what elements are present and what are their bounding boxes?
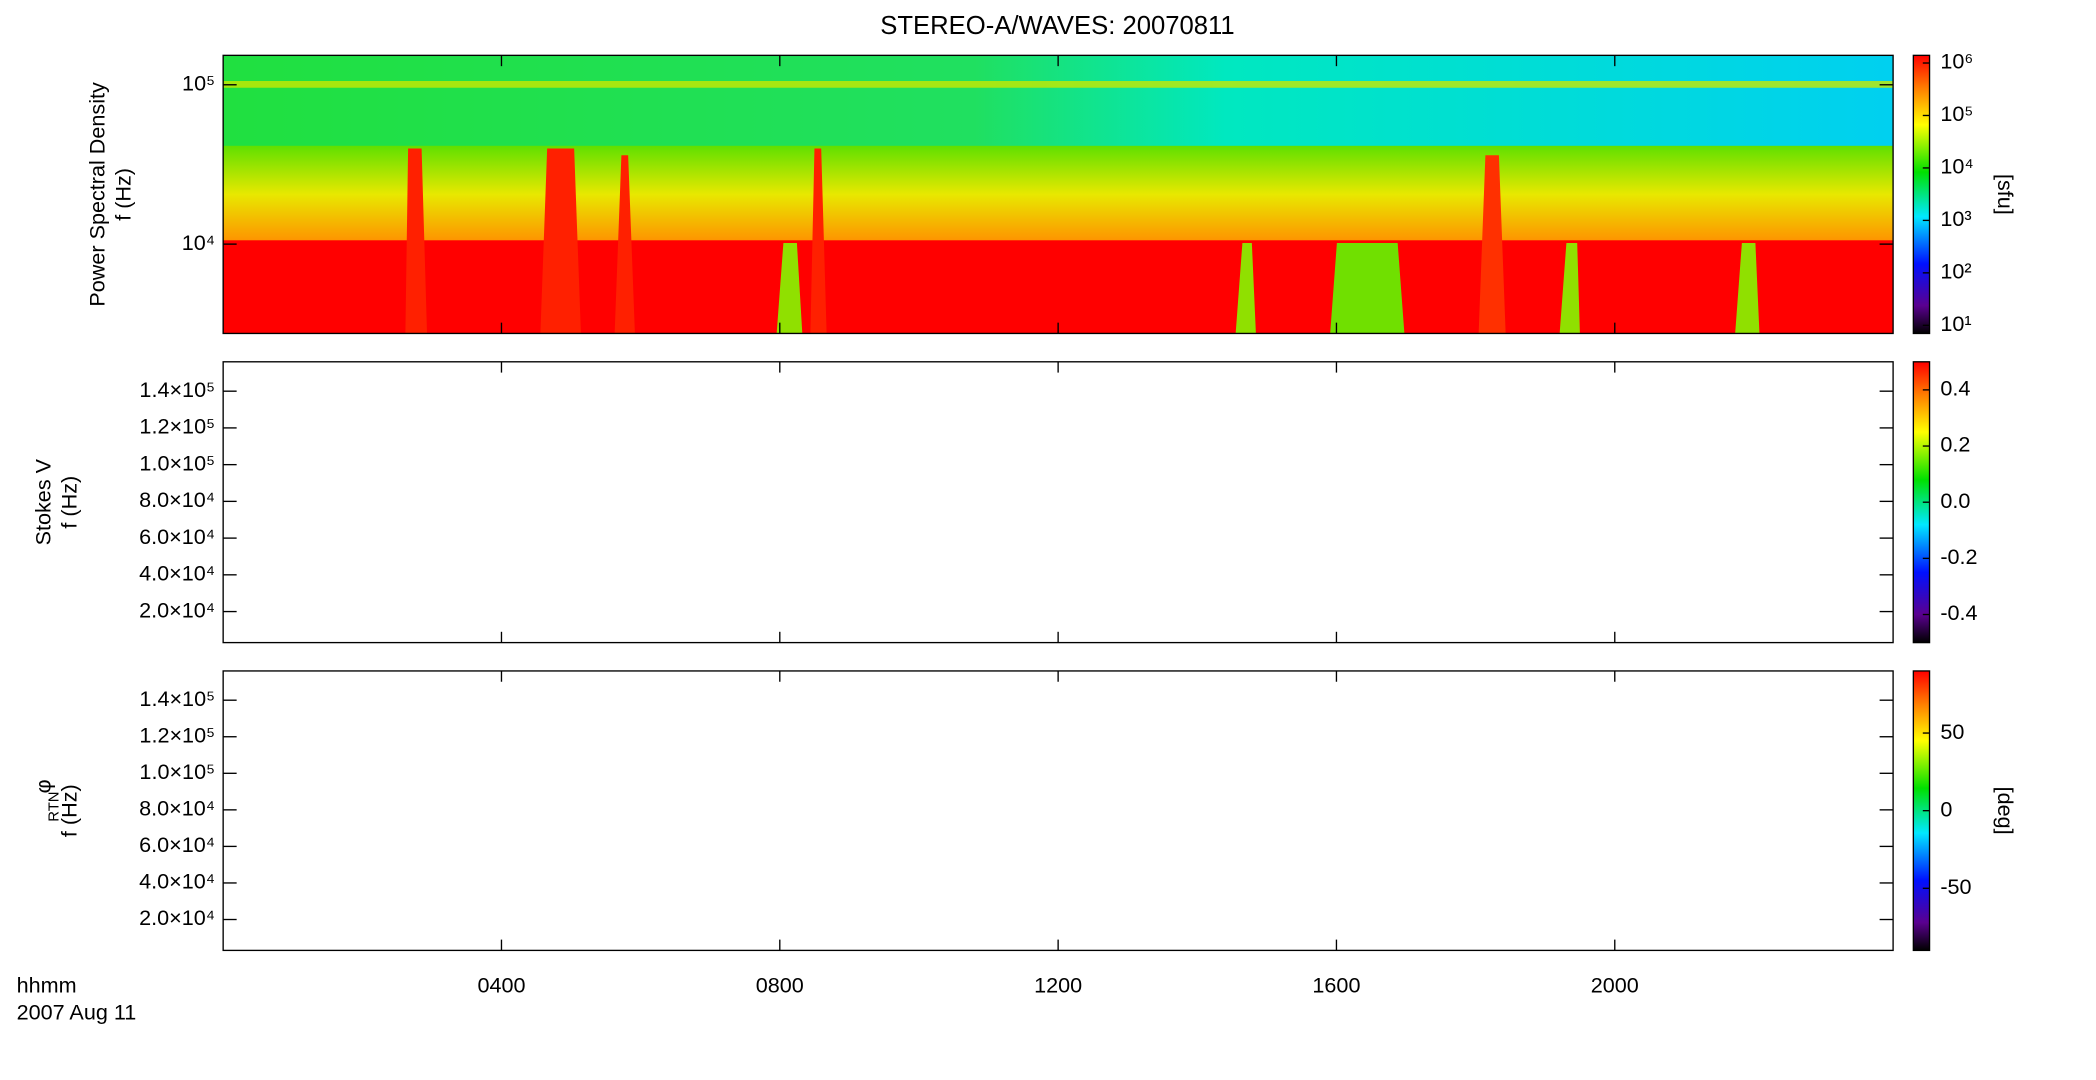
- colorbar-tick-label: 10⁴: [1940, 154, 1973, 179]
- y-tick-label: 1.2×10⁵: [139, 722, 215, 747]
- x-axis-date: 2007 Aug 11: [17, 1000, 137, 1025]
- colorbar-tick-label: -0.4: [1940, 600, 1977, 625]
- y-tick-label: 4.0×10⁴: [139, 869, 215, 894]
- colorbar-label: [sfu]: [1993, 174, 2018, 215]
- x-axis-label: hhmm: [17, 973, 77, 998]
- y-tick-label: 1.4×10⁵: [139, 686, 215, 711]
- colorbar-tick-label: 10²: [1940, 259, 1971, 284]
- colorbar-tick-label: 10⁶: [1940, 49, 1973, 74]
- y-axis-label: Power Spectral Density: [85, 82, 110, 307]
- y-tick-label: 10⁵: [182, 70, 215, 95]
- y-axis-label: Stokes V: [31, 458, 56, 545]
- y-tick-label: 2.0×10⁴: [139, 905, 215, 930]
- y-tick-label: 1.2×10⁵: [139, 414, 215, 439]
- x-tick-label: 0400: [477, 973, 525, 998]
- colorbar-tick-label: -50: [1940, 874, 1971, 899]
- colorbar-tick-label: 10¹: [1940, 311, 1971, 336]
- y-tick-label: 1.0×10⁵: [139, 450, 215, 475]
- colorbar-tick-label: -0.2: [1940, 544, 1977, 569]
- colorbar-tick-label: 0.2: [1940, 432, 1970, 457]
- colorbar-tick-label: 10³: [1940, 206, 1971, 231]
- colorbar-tick-label: 50: [1940, 719, 1964, 744]
- y-tick-label: 1.4×10⁵: [139, 377, 215, 402]
- colorbar: [1912, 54, 1931, 335]
- y-axis-unit: f (Hz): [110, 168, 135, 221]
- colorbar-tick-label: 0.4: [1940, 376, 1970, 401]
- colorbar-tick-label: 10⁵: [1940, 101, 1973, 126]
- x-tick-label: 2000: [1591, 973, 1639, 998]
- y-axis-unit: f (Hz): [56, 476, 81, 529]
- y-axis-symbol: φ: [31, 779, 56, 793]
- y-tick-label: 8.0×10⁴: [139, 796, 215, 821]
- x-tick-label: 1600: [1312, 973, 1360, 998]
- y-axis-unit: f (Hz): [56, 784, 81, 837]
- spectrogram: [223, 55, 1894, 334]
- colorbar-label: [deg]: [1993, 787, 2018, 835]
- colorbar-tick-label: 0: [1940, 796, 1952, 821]
- colorbar-tick-label: 0.0: [1940, 488, 1970, 513]
- chart-title: STEREO-A/WAVES: 20070811: [880, 12, 1234, 40]
- y-tick-label: 6.0×10⁴: [139, 832, 215, 857]
- x-tick-label: 0800: [756, 973, 804, 998]
- y-tick-label: 6.0×10⁴: [139, 524, 215, 549]
- y-tick-label: 8.0×10⁴: [139, 487, 215, 512]
- y-tick-label: 10⁴: [182, 230, 215, 255]
- plot-frame: [222, 361, 1894, 644]
- y-axis-subscript: RTN: [46, 792, 62, 822]
- y-tick-label: 1.0×10⁵: [139, 759, 215, 784]
- y-tick-label: 4.0×10⁴: [139, 561, 215, 586]
- x-tick-label: 1200: [1034, 973, 1082, 998]
- y-tick-label: 2.0×10⁴: [139, 597, 215, 622]
- plot-frame: [222, 670, 1894, 952]
